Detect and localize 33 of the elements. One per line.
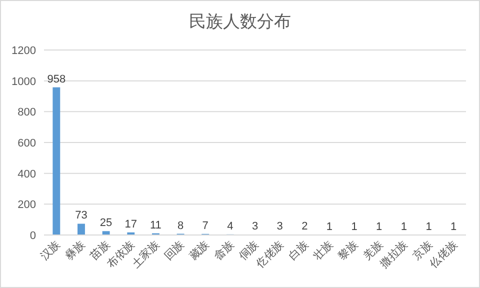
data-label: 25: [100, 217, 112, 230]
data-label: 958: [47, 73, 66, 86]
data-label: 1: [426, 220, 432, 233]
data-label: 1: [376, 220, 382, 233]
x-tick-label: 彝族: [62, 238, 88, 263]
data-label: 1: [326, 220, 333, 233]
x-tick-label: 藏族: [186, 238, 212, 263]
y-tick-label: 800: [18, 106, 36, 119]
y-tick-label: 1000: [12, 76, 36, 88]
x-tick-label: 白族: [286, 238, 311, 263]
y-tick-label: 1200: [12, 45, 36, 57]
data-label: 1: [400, 220, 408, 233]
data-label: 8: [177, 220, 184, 232]
data-label: 1: [351, 220, 358, 233]
data-label: 2: [302, 220, 308, 233]
data-label: 7: [202, 220, 208, 232]
chart-title: 民族人数分布: [189, 12, 291, 31]
x-tick-label: 回族: [162, 238, 187, 263]
x-tick-label: 畲族: [212, 238, 236, 263]
data-label: 4: [227, 220, 234, 232]
x-tick-label: 汉族: [38, 238, 63, 263]
data-label: 1: [450, 220, 457, 233]
y-tick-label: 400: [18, 168, 36, 180]
y-tick-label: 600: [18, 138, 36, 150]
data-label: 11: [150, 219, 162, 232]
data-label: 3: [252, 220, 258, 233]
y-tick-label: 200: [18, 199, 36, 212]
y-tick-label: 0: [30, 230, 36, 242]
data-label: 73: [75, 210, 88, 222]
data-label: 17: [124, 218, 138, 230]
x-tick-label: 壮族: [310, 238, 336, 264]
data-label: 3: [276, 220, 283, 233]
x-tick-label: 黎族: [336, 238, 360, 263]
